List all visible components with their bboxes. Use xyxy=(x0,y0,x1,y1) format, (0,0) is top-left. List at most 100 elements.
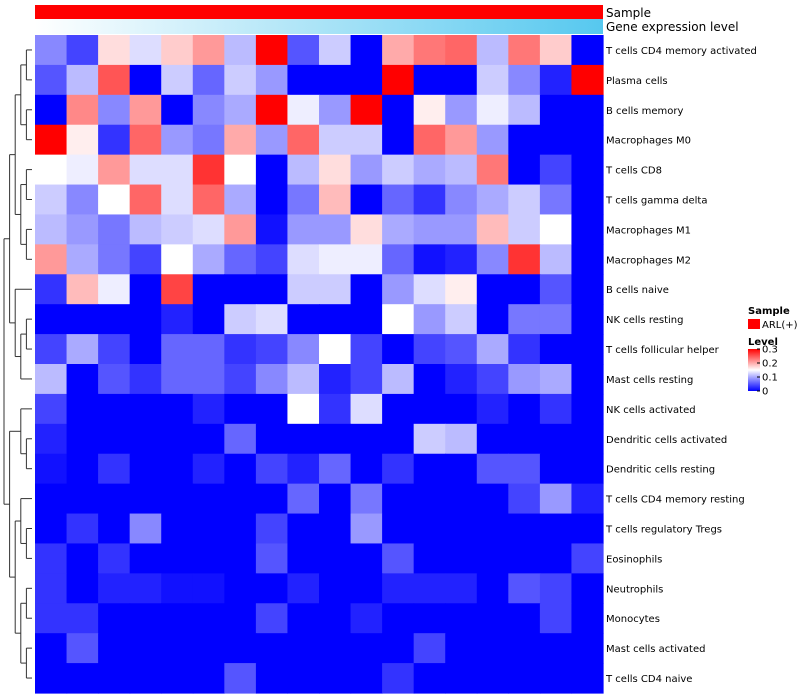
heatmap-cell xyxy=(350,483,383,515)
heatmap-cell xyxy=(161,94,194,126)
heatmap-cell xyxy=(287,513,320,545)
heatmap-cell xyxy=(98,573,131,604)
heatmap-cell xyxy=(161,184,194,216)
heatmap-cell xyxy=(319,483,352,515)
row-label: T cells gamma delta xyxy=(605,196,707,207)
heatmap-cell xyxy=(476,423,509,455)
heatmap-cell xyxy=(476,513,509,545)
heatmap-cell xyxy=(224,274,257,305)
heatmap-cell xyxy=(98,64,131,96)
row-label: Dendritic cells activated xyxy=(606,435,727,446)
heatmap-cell xyxy=(350,633,383,664)
legend-level-colorbar xyxy=(748,349,760,391)
heatmap-cell xyxy=(255,393,289,425)
heatmap-cell xyxy=(539,64,573,96)
heatmap-cell xyxy=(35,543,68,574)
heatmap-cell xyxy=(539,393,573,425)
heatmap-cell xyxy=(539,573,573,604)
heatmap-cell xyxy=(413,334,446,365)
heatmap-cell xyxy=(255,334,289,365)
heatmap-cell xyxy=(319,663,352,694)
heatmap-cell xyxy=(35,274,68,305)
heatmap-cell xyxy=(413,64,446,96)
heatmap-cell xyxy=(192,214,225,245)
heatmap-cell xyxy=(66,214,99,245)
heatmap-cell xyxy=(66,573,99,604)
heatmap-cell xyxy=(476,573,509,604)
heatmap-cell xyxy=(224,94,257,126)
legend-sample-swatch xyxy=(748,319,760,329)
heatmap-cell xyxy=(129,453,162,485)
heatmap-cell xyxy=(98,393,131,425)
heatmap-cell xyxy=(382,124,415,156)
heatmap-cell xyxy=(161,513,194,545)
heatmap-cell xyxy=(224,543,257,574)
heatmap-cell xyxy=(98,35,131,66)
heatmap-cell xyxy=(192,543,225,574)
row-label: NK cells activated xyxy=(606,405,696,416)
row-label: NK cells resting xyxy=(606,315,683,326)
heatmap-cell xyxy=(255,64,289,96)
heatmap-cell xyxy=(287,274,320,305)
heatmap-cell xyxy=(224,393,257,425)
heatmap-cell xyxy=(350,184,383,216)
heatmap-cell xyxy=(319,513,352,545)
heatmap-cell xyxy=(66,184,99,216)
heatmap-cell xyxy=(350,214,383,245)
heatmap-cell xyxy=(350,154,383,186)
heatmap-cell xyxy=(224,423,257,455)
heatmap-cell xyxy=(224,513,257,545)
heatmap-cell xyxy=(382,513,415,545)
heatmap-cell xyxy=(192,573,225,604)
heatmap-cell xyxy=(287,633,320,664)
heatmap-cell xyxy=(255,483,289,515)
heatmap-cell xyxy=(539,94,573,126)
heatmap-cell xyxy=(413,513,446,545)
heatmap-cell xyxy=(571,573,604,604)
heatmap-cell xyxy=(382,603,415,634)
heatmap-cell xyxy=(224,603,257,634)
heatmap-cell xyxy=(350,64,383,96)
heatmap-cell xyxy=(571,184,604,216)
heatmap-cell xyxy=(319,573,352,604)
heatmap-cell xyxy=(129,543,162,574)
heatmap-cell xyxy=(287,214,320,245)
legend-tick-label: 0.2 xyxy=(762,359,778,370)
heatmap-cell xyxy=(98,513,131,545)
row-label: T cells CD4 naive xyxy=(605,674,692,685)
heatmap-cell xyxy=(129,603,162,634)
heatmap-cell xyxy=(539,35,573,66)
heatmap-cell xyxy=(287,543,320,574)
heatmap-cell xyxy=(192,244,225,275)
heatmap-cell xyxy=(192,304,225,335)
heatmap-cell xyxy=(539,334,573,365)
heatmap-cell xyxy=(129,423,162,455)
heatmap-cell xyxy=(66,453,99,485)
heatmap-cell xyxy=(413,633,446,664)
heatmap-cell xyxy=(350,603,383,634)
heatmap-cell xyxy=(98,603,131,634)
heatmap-cell xyxy=(255,124,289,156)
legend-tick-label: 0.1 xyxy=(762,373,778,384)
heatmap-cell xyxy=(35,94,68,126)
heatmap-cell xyxy=(476,393,509,425)
heatmap-cell xyxy=(319,364,352,395)
heatmap-cell xyxy=(129,184,162,216)
row-label: T cells CD4 memory resting xyxy=(605,495,745,506)
heatmap-cell xyxy=(476,64,509,96)
heatmap-cell xyxy=(508,244,541,275)
heatmap-cell xyxy=(224,304,257,335)
heatmap-cell xyxy=(476,663,509,694)
heatmap-cell xyxy=(508,274,541,305)
heatmap-cell xyxy=(413,184,446,216)
heatmap-cell xyxy=(508,364,541,395)
heatmap-cell xyxy=(445,214,478,245)
heatmap-cell xyxy=(129,214,162,245)
row-label: B cells memory xyxy=(606,106,683,117)
row-label: Mast cells resting xyxy=(606,375,693,386)
heatmap-cell xyxy=(98,483,131,515)
heatmap-cell xyxy=(35,423,68,455)
heatmap-cell xyxy=(445,483,478,515)
heatmap-cell xyxy=(413,423,446,455)
